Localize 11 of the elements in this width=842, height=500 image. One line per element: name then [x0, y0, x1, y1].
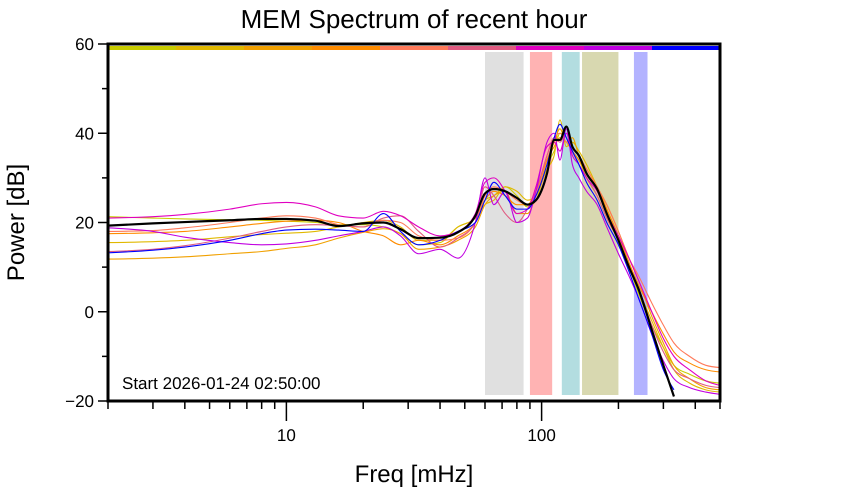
- y-tick-label: 40: [75, 124, 94, 144]
- y-axis-title: Power [dB]: [3, 164, 30, 282]
- x-tick-label: 100: [527, 426, 556, 445]
- y-tick-label: 60: [75, 35, 94, 54]
- y-tick-label: −20: [65, 392, 94, 411]
- x-tick-label: 10: [276, 426, 296, 445]
- y-tick-label: 20: [75, 214, 94, 232]
- annotation: Start 2026-01-24 02:50:00: [122, 374, 320, 393]
- chart-title: MEM Spectrum of recent hour: [240, 4, 588, 34]
- x-axis-title: Freq [mHz]: [354, 461, 474, 488]
- y-tick-label: 0: [84, 302, 94, 322]
